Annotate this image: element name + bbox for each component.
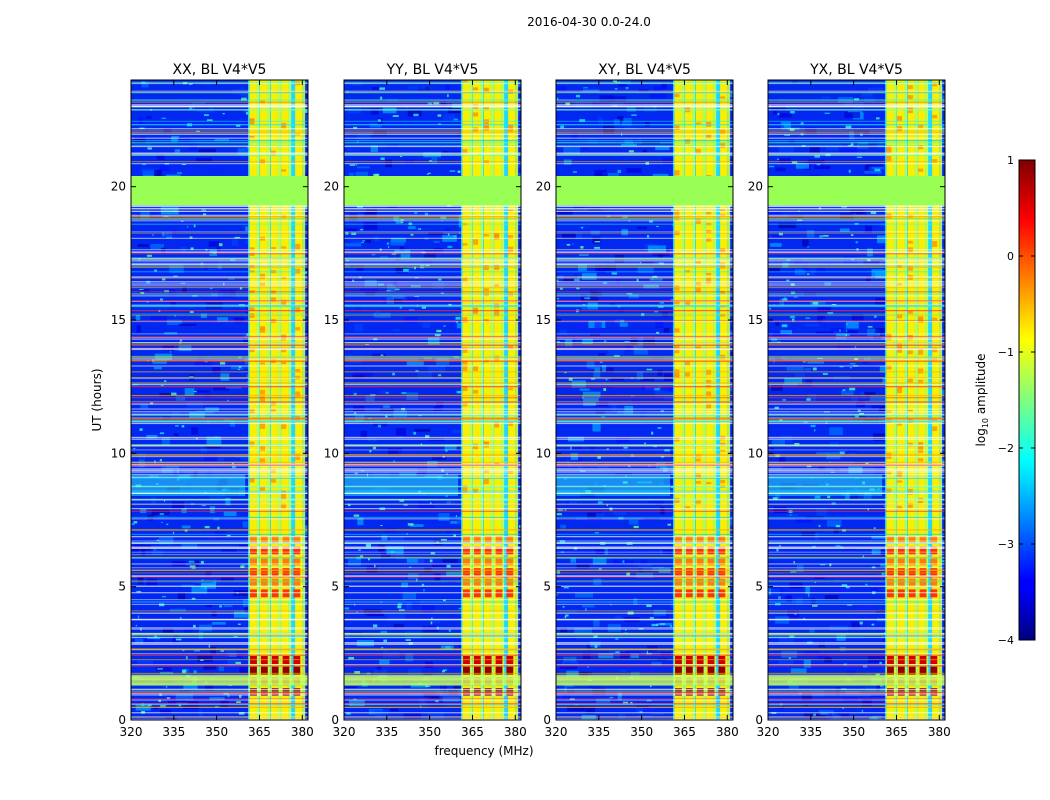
y-tick-label: 20 [111, 180, 126, 194]
x-tick-label: 350 [205, 725, 228, 739]
panel-frame [130, 79, 309, 721]
y-tick-label: 5 [755, 580, 763, 594]
y-tick-label: 10 [748, 446, 763, 460]
x-tick-label: 335 [375, 725, 398, 739]
panel-frame [767, 79, 946, 721]
colorbar-ticks: −4 −3 −2 −1 0 1 [998, 154, 1035, 647]
heatmap-image [556, 80, 733, 720]
x-tick-label: 350 [630, 725, 653, 739]
y-tick-label: 10 [324, 446, 339, 460]
colorbar-tick-label: −2 [998, 442, 1014, 455]
x-tick-label: 335 [799, 725, 822, 739]
saturated-band [556, 176, 733, 206]
panel-4: YX, BL V4*V5 320 335 350 365 380 0 5 10 15 20 [748, 62, 951, 739]
saturated-band [768, 176, 945, 206]
y-tick-label: 20 [536, 180, 551, 194]
panel-frame [555, 79, 734, 721]
y-tick-label: 15 [324, 313, 339, 327]
x-tick-label: 320 [757, 725, 780, 739]
colorbar-label: log10 amplitude [974, 354, 990, 447]
panel-3: XY, BL V4*V5 320 335 350 365 380 0 5 10 15 20 [536, 62, 739, 739]
x-tick-label: 350 [842, 725, 865, 739]
y-tick-label: 5 [331, 580, 339, 594]
colorbar-label-main: log [974, 428, 988, 446]
x-axis-label: frequency (MHz) [434, 744, 533, 758]
colorbar-label-sub: 10 [981, 418, 990, 428]
x-tick-label: 365 [673, 725, 696, 739]
saturated-band [344, 176, 521, 206]
x-tick-label: 380 [504, 725, 527, 739]
y-tick-label: 10 [536, 446, 551, 460]
y-tick-label: 10 [111, 446, 126, 460]
x-tick-label: 365 [248, 725, 271, 739]
panel-title: YY, BL V4*V5 [386, 62, 479, 78]
y-tick-label: 0 [118, 713, 126, 727]
x-tick-label: 350 [418, 725, 441, 739]
y-tick-label: 20 [748, 180, 763, 194]
y-tick-label: 0 [543, 713, 551, 727]
heatmap-image [768, 80, 945, 720]
x-tick-label: 320 [333, 725, 356, 739]
heatmap-image [131, 80, 308, 720]
colorbar-tick-label: 0 [1007, 250, 1014, 263]
x-tick-label: 335 [162, 725, 185, 739]
colorbar-tick-label: −1 [998, 346, 1014, 359]
saturated-band [131, 176, 308, 206]
figure-suptitle: 2016-04-30 0.0-24.0 [527, 15, 651, 29]
colorbar-tick-label: 1 [1007, 154, 1014, 167]
x-tick-label: 380 [928, 725, 951, 739]
panel-2: YY, BL V4*V5 320 335 350 365 380 0 5 10 15 20 [324, 62, 527, 739]
heatmap-image [344, 80, 521, 720]
y-axis-label: UT (hours) [90, 368, 104, 431]
x-tick-label: 335 [587, 725, 610, 739]
colorbar-tick-label: −4 [998, 634, 1014, 647]
x-tick-label: 320 [545, 725, 568, 739]
colorbar-label-rest: amplitude [974, 354, 988, 418]
x-tick-label: 320 [120, 725, 143, 739]
panel-1: XX, BL V4*V5 320 335 350 365 380 0 5 10 15 20 [111, 62, 314, 739]
panel-frame [343, 79, 522, 721]
colorbar: −4 −3 −2 −1 0 1 log10 amplitude [974, 154, 1036, 647]
panel-title: XY, BL V4*V5 [598, 62, 691, 78]
y-tick-label: 15 [748, 313, 763, 327]
y-tick-label: 20 [324, 180, 339, 194]
y-tick-label: 15 [111, 313, 126, 327]
x-tick-label: 380 [716, 725, 739, 739]
colorbar-tick-label: −3 [998, 538, 1014, 551]
y-tick-label: 5 [543, 580, 551, 594]
y-tick-label: 5 [118, 580, 126, 594]
x-tick-label: 365 [885, 725, 908, 739]
y-tick-label: 0 [331, 713, 339, 727]
x-tick-label: 380 [291, 725, 314, 739]
x-tick-label: 365 [461, 725, 484, 739]
y-tick-label: 15 [536, 313, 551, 327]
y-tick-label: 0 [755, 713, 763, 727]
panel-title: XX, BL V4*V5 [173, 62, 267, 78]
panel-title: YX, BL V4*V5 [809, 62, 903, 78]
colorbar-gradient [1018, 159, 1036, 641]
